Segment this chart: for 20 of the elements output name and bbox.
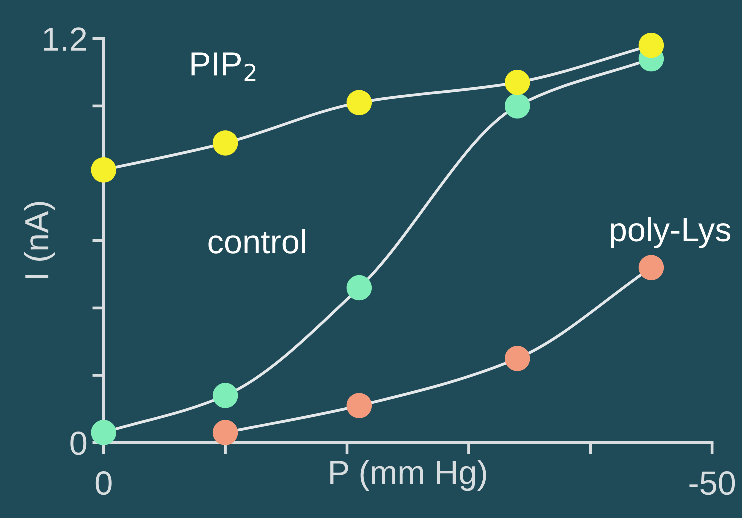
point [505, 346, 530, 372]
point [346, 90, 372, 116]
y-axis-title: I (nA) [24, 202, 56, 279]
x-tick-label: -50 [690, 472, 736, 496]
series-label: PIP$_{2}$ [192, 52, 256, 82]
point [346, 393, 372, 418]
point [212, 383, 238, 408]
x-axis-title: P (mm Hg) [330, 460, 486, 492]
point [91, 158, 116, 183]
point [638, 255, 664, 280]
point [212, 420, 238, 446]
point [505, 94, 530, 119]
point [212, 130, 238, 156]
y-tick-label: 1.2 [44, 28, 86, 51]
point [505, 70, 530, 96]
series-label: control [208, 229, 306, 254]
point [91, 420, 116, 446]
point [638, 32, 664, 58]
series-label: poly-Lys [611, 217, 731, 248]
point [346, 275, 372, 301]
